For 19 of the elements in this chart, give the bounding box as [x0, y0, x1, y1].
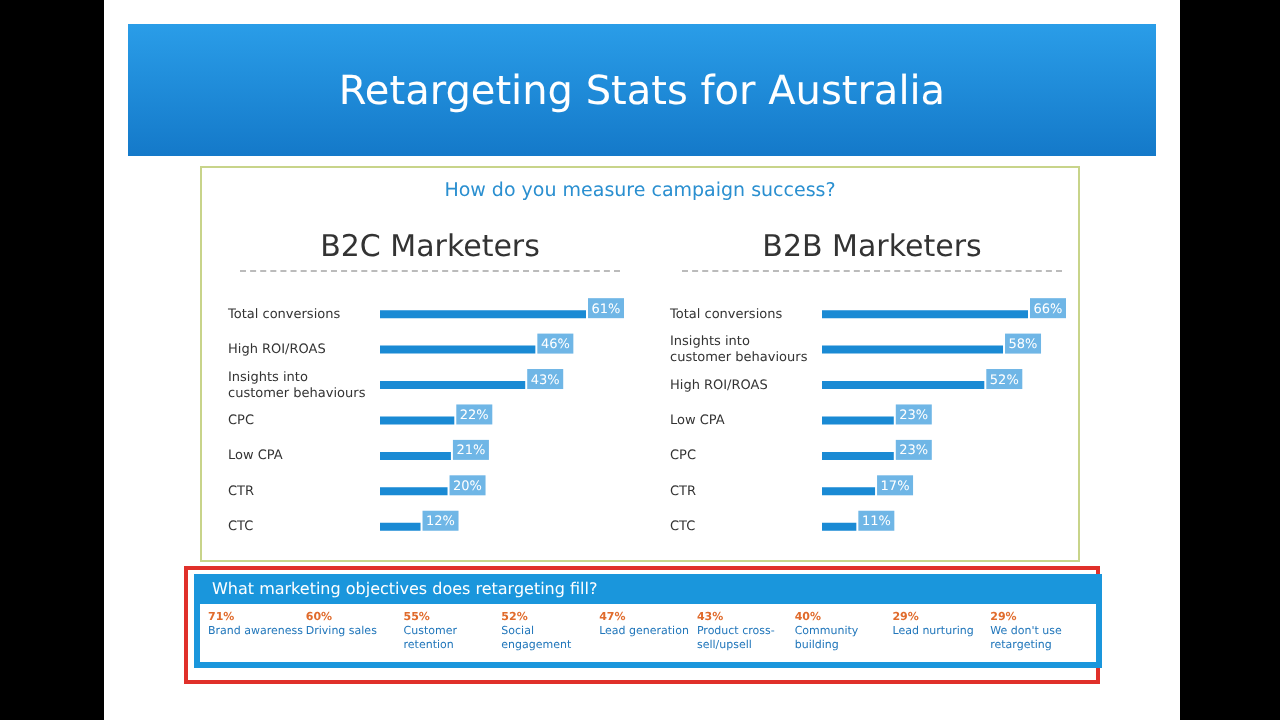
- text: B2C Marketers: [240, 228, 620, 272]
- bar: [380, 522, 421, 531]
- bar: [822, 487, 876, 496]
- bar: [380, 310, 586, 319]
- bar: [380, 451, 451, 460]
- bar: [380, 416, 455, 425]
- chart-title: Retargeting Stats for Australia: [128, 24, 1156, 156]
- bar: [380, 381, 526, 390]
- text: What marketing objectives does retargeting fill?: [210, 580, 600, 602]
- bar: [380, 345, 536, 354]
- text: How do you measure campaign success?: [442, 180, 838, 202]
- bar: [822, 345, 1004, 354]
- chart-title: B2B Marketers: [682, 228, 1062, 272]
- bar: [822, 416, 894, 425]
- bar: [822, 381, 985, 390]
- bar: [822, 310, 1028, 319]
- bar: [822, 451, 894, 460]
- bar: [822, 522, 857, 531]
- bar: [380, 487, 448, 496]
